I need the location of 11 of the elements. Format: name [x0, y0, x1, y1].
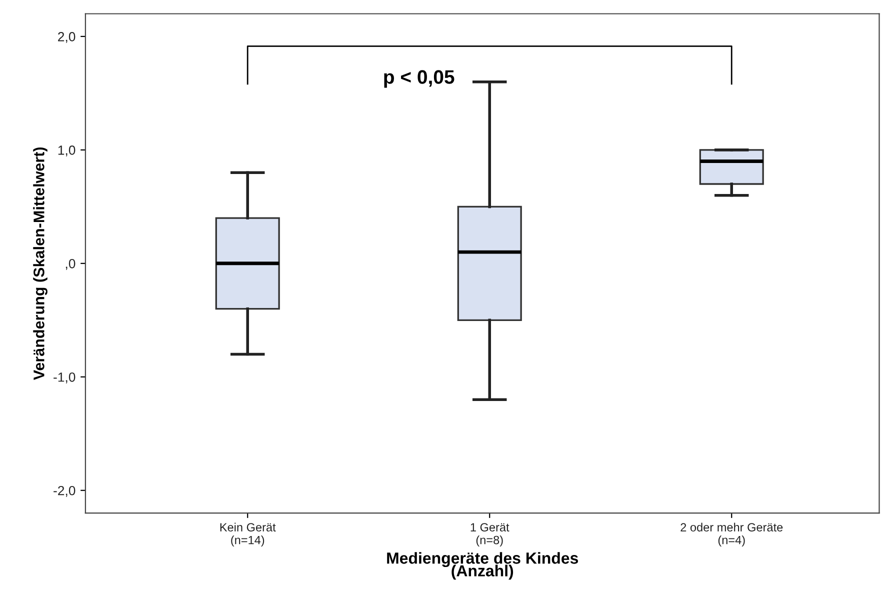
x-tick-label: 1 Gerät (n=8) [470, 523, 510, 547]
y-axis-title: Veränderung (Skalen-Mittelwert) [33, 147, 48, 380]
y-tick-label: ,0 [66, 258, 76, 270]
x-tick-label: Kein Gerät (n=14) [220, 522, 276, 547]
x-tick-label: 2 oder mehr Geräte (n=4) [680, 522, 783, 547]
y-tick-label: -2,0 [54, 486, 76, 497]
y-tick-label: 2,0 [58, 32, 76, 43]
x-axis-title: Mediengeräte des Kindes (Anzahl) [387, 552, 578, 580]
y-tick-label: -1,0 [54, 372, 76, 384]
y-tick-label: 1,0 [58, 146, 76, 156]
annotation: p < 0,05 [384, 70, 454, 88]
